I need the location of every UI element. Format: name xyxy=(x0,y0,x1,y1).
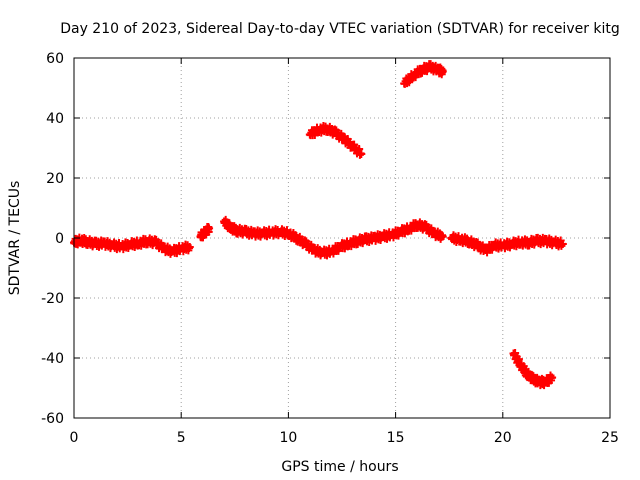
data-point xyxy=(438,232,447,241)
y-tick-label: -40 xyxy=(41,351,64,367)
series-band-d xyxy=(447,231,567,257)
chart-title: Day 210 of 2023, Sidereal Day-to-day VTE… xyxy=(60,21,620,37)
y-tick-label: 40 xyxy=(46,111,64,127)
series-band-b xyxy=(196,223,214,242)
y-tick-label: -60 xyxy=(41,411,64,427)
axis-ticks: 0 5 10 15 20 25 -60 -40 -20 0 20 40 60 xyxy=(41,51,619,446)
x-tick-label: 25 xyxy=(601,430,619,446)
x-tick-label: 0 xyxy=(70,430,79,446)
data-point xyxy=(558,240,567,248)
series-band-c xyxy=(220,215,447,260)
series-arc-21h xyxy=(509,348,557,390)
x-tick-label: 15 xyxy=(387,430,405,446)
data-point xyxy=(357,150,366,158)
series-arc-11h xyxy=(305,121,366,159)
data-point xyxy=(185,243,194,251)
x-axis-label: GPS time / hours xyxy=(281,459,398,475)
x-tick-label: 5 xyxy=(177,430,186,446)
data-points xyxy=(70,60,567,390)
series-band-a xyxy=(70,233,194,258)
data-point xyxy=(548,373,557,382)
y-tick-label: 0 xyxy=(55,231,64,247)
y-tick-label: 20 xyxy=(46,171,64,187)
series-arc-16h xyxy=(400,60,447,88)
x-tick-label: 20 xyxy=(494,430,512,446)
y-tick-label: 60 xyxy=(46,51,64,67)
data-point xyxy=(205,224,214,233)
data-point xyxy=(438,67,447,76)
y-tick-label: -20 xyxy=(41,291,64,307)
x-tick-label: 10 xyxy=(279,430,297,446)
y-axis-label: SDTVAR / TECUs xyxy=(7,181,23,296)
